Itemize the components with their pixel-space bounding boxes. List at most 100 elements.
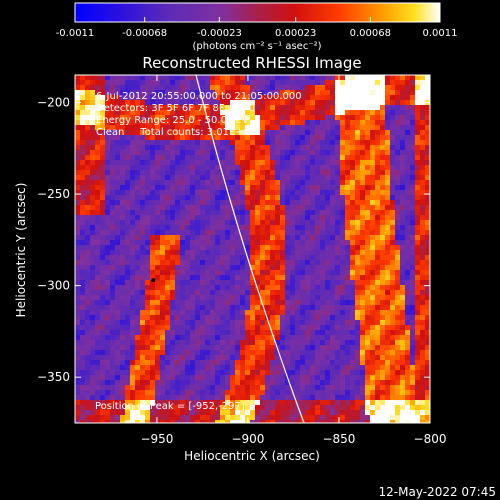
heatmap-cell bbox=[75, 80, 80, 85]
heatmap-cell bbox=[415, 295, 420, 300]
heatmap-cell bbox=[260, 290, 265, 295]
heatmap-cell bbox=[240, 260, 245, 265]
heatmap-cell bbox=[280, 330, 285, 335]
heatmap-cell bbox=[105, 410, 110, 415]
heatmap-cell bbox=[170, 305, 175, 310]
heatmap-cell bbox=[295, 145, 300, 150]
heatmap-cell bbox=[230, 355, 235, 360]
heatmap-cell bbox=[290, 320, 295, 325]
heatmap-cell bbox=[375, 320, 380, 325]
heatmap-cell bbox=[360, 190, 365, 195]
heatmap-cell bbox=[205, 190, 210, 195]
heatmap-cell bbox=[90, 205, 95, 210]
heatmap-cell bbox=[230, 160, 235, 165]
heatmap-cell bbox=[405, 335, 410, 340]
heatmap-cell bbox=[420, 420, 425, 423]
heatmap-cell bbox=[425, 335, 430, 340]
heatmap-cell bbox=[135, 260, 140, 265]
heatmap-cell bbox=[75, 195, 80, 200]
heatmap-cell bbox=[220, 420, 225, 423]
heatmap-cell bbox=[145, 385, 150, 390]
heatmap-cell bbox=[390, 415, 395, 420]
heatmap-cell bbox=[270, 285, 275, 290]
heatmap-cell bbox=[310, 220, 315, 225]
heatmap-cell bbox=[385, 290, 390, 295]
heatmap-cell bbox=[335, 345, 340, 350]
heatmap-cell bbox=[185, 155, 190, 160]
heatmap-cell bbox=[75, 325, 80, 330]
heatmap-cell bbox=[160, 125, 165, 130]
heatmap-cell bbox=[135, 275, 140, 280]
heatmap-cell bbox=[280, 115, 285, 120]
heatmap-cell bbox=[365, 235, 370, 240]
heatmap-cell bbox=[355, 300, 360, 305]
heatmap-cell bbox=[270, 130, 275, 135]
heatmap-cell bbox=[160, 265, 165, 270]
heatmap-cell bbox=[185, 375, 190, 380]
heatmap-cell bbox=[225, 285, 230, 290]
heatmap-cell bbox=[150, 235, 155, 240]
heatmap-cell bbox=[275, 270, 280, 275]
heatmap-cell bbox=[140, 105, 145, 110]
heatmap-cell bbox=[175, 120, 180, 125]
heatmap-cell bbox=[375, 235, 380, 240]
heatmap-cell bbox=[140, 385, 145, 390]
heatmap-cell bbox=[250, 180, 255, 185]
heatmap-cell bbox=[100, 220, 105, 225]
heatmap-cell bbox=[410, 265, 415, 270]
heatmap-cell bbox=[95, 385, 100, 390]
heatmap-cell bbox=[325, 420, 330, 423]
heatmap-cell bbox=[255, 85, 260, 90]
heatmap-cell bbox=[100, 310, 105, 315]
heatmap-cell bbox=[125, 320, 130, 325]
heatmap-cell bbox=[420, 185, 425, 190]
heatmap-cell bbox=[170, 260, 175, 265]
heatmap-cell bbox=[145, 370, 150, 375]
heatmap-cell bbox=[195, 290, 200, 295]
heatmap-cell bbox=[160, 405, 165, 410]
heatmap-cell bbox=[325, 225, 330, 230]
heatmap-cell bbox=[365, 335, 370, 340]
heatmap-cell bbox=[135, 340, 140, 345]
heatmap-cell bbox=[125, 375, 130, 380]
heatmap-cell bbox=[185, 265, 190, 270]
heatmap-cell bbox=[405, 325, 410, 330]
heatmap-cell bbox=[300, 280, 305, 285]
heatmap-cell bbox=[195, 75, 200, 80]
heatmap-cell bbox=[365, 310, 370, 315]
heatmap-cell bbox=[235, 85, 240, 90]
heatmap-cell bbox=[295, 130, 300, 135]
heatmap-cell bbox=[90, 390, 95, 395]
heatmap-cell bbox=[75, 105, 80, 110]
heatmap-cell bbox=[305, 85, 310, 90]
heatmap-cell bbox=[120, 255, 125, 260]
heatmap-cell bbox=[340, 145, 345, 150]
heatmap-cell bbox=[195, 135, 200, 140]
heatmap-cell bbox=[385, 235, 390, 240]
heatmap-cell bbox=[170, 190, 175, 195]
heatmap-cell bbox=[165, 410, 170, 415]
heatmap-cell bbox=[310, 310, 315, 315]
heatmap-cell bbox=[255, 215, 260, 220]
heatmap-cell bbox=[355, 235, 360, 240]
heatmap-cell bbox=[360, 265, 365, 270]
heatmap-cell bbox=[160, 105, 165, 110]
heatmap-cell bbox=[110, 230, 115, 235]
heatmap-cell bbox=[95, 190, 100, 195]
heatmap-cell bbox=[130, 125, 135, 130]
heatmap-cell bbox=[385, 145, 390, 150]
heatmap-cell bbox=[320, 200, 325, 205]
heatmap-cell bbox=[185, 325, 190, 330]
heatmap-cell bbox=[265, 135, 270, 140]
heatmap-cell bbox=[125, 110, 130, 115]
heatmap-cell bbox=[330, 105, 335, 110]
heatmap-cell bbox=[375, 325, 380, 330]
heatmap-cell bbox=[285, 155, 290, 160]
heatmap-cell bbox=[115, 330, 120, 335]
heatmap-cell bbox=[160, 140, 165, 145]
heatmap-cell bbox=[250, 115, 255, 120]
heatmap-cell bbox=[200, 410, 205, 415]
heatmap-cell bbox=[315, 420, 320, 423]
heatmap-cell bbox=[380, 160, 385, 165]
heatmap-cell bbox=[280, 190, 285, 195]
